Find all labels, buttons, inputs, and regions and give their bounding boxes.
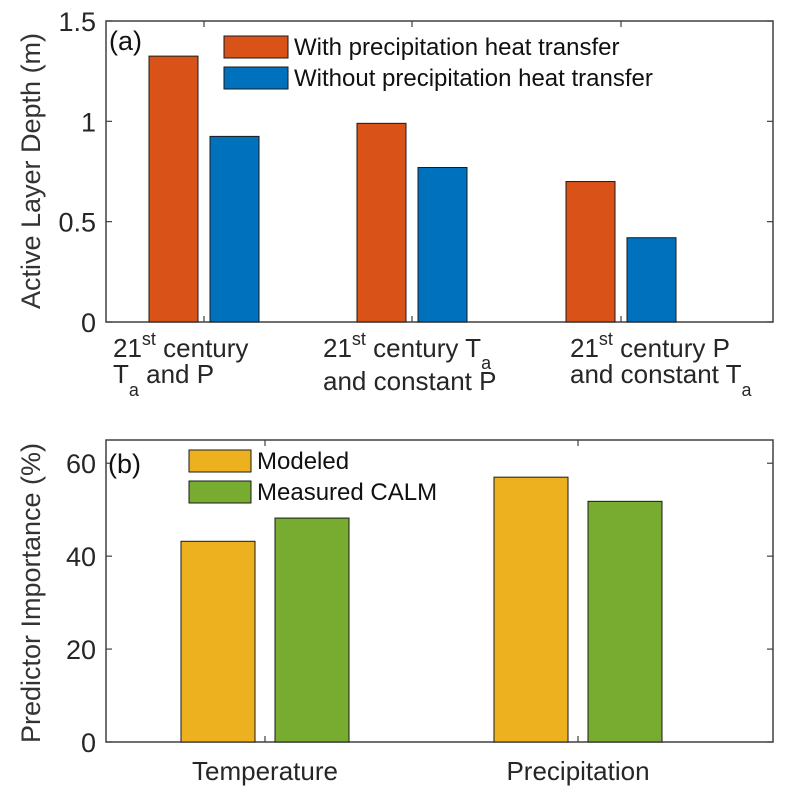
y-tick-label: 40 [66,542,96,572]
x-category-label: Temperature [192,756,338,786]
legend-swatch [223,35,289,59]
x-categories-b: Temperature Precipitation [192,756,650,786]
axes-box-b [105,439,774,743]
x-category-label-line2: Ta and P [113,359,214,400]
y-tick-label: 0 [81,728,96,758]
y-ticks-b: 0 20 40 60 [66,440,773,758]
bar-without-precipitation-heat-transfer-1 [417,166,468,323]
bar-without-precipitation-heat-transfer-0 [209,135,260,323]
legend-swatch [188,480,252,504]
legend-label: Without precipitation heat transfer [294,65,653,92]
bars-b [180,476,663,743]
y-tick-label: 1.5 [58,7,96,37]
legend-label: Modeled [257,448,349,475]
bar-modeled-1 [493,476,569,743]
y-tick-label: 20 [66,635,96,665]
bar-measured-calm-1 [587,500,663,743]
x-category-label-line2: and constant Ta [570,359,753,400]
bar-measured-calm-0 [274,517,350,743]
y-tick-label: 0 [81,308,96,338]
bar-modeled-0 [180,540,256,743]
legend-swatch [223,66,289,90]
bar-without-precipitation-heat-transfer-2 [626,237,677,323]
x-category-label-line1: 21st century P [570,329,730,363]
legend-label: With precipitation heat transfer [294,34,620,61]
y-tick-label: 1 [81,107,96,137]
legend-swatch [188,449,252,473]
y-tick-label: 60 [66,449,96,479]
bar-with-precipitation-heat-transfer-0 [148,55,199,323]
bar-with-precipitation-heat-transfer-2 [565,181,616,323]
y-tick-label: 0.5 [58,208,96,238]
x-category-label-line1: 21st century [113,329,248,363]
legend-a: With precipitation heat transfer Without … [223,34,653,92]
legend-b: Modeled Measured CALM [188,448,437,506]
bar-with-precipitation-heat-transfer-1 [356,122,407,323]
x-category-label: Precipitation [506,756,649,786]
panel-tag-a: (a) [109,26,142,56]
x-category-label-line1: 21st century Ta [323,329,492,373]
legend-label: Measured CALM [257,479,437,506]
bars-a [148,55,677,323]
panel-tag-b: (b) [108,449,141,479]
y-ticks-a: 0 0.5 1 1.5 [58,7,773,338]
y-axis-label-b: Predictor Importance (%) [16,443,46,743]
y-axis-label-a: Active Layer Depth (m) [16,33,46,309]
panel-b: 0 20 40 60 Temperature Precipitation Predict… [16,439,774,786]
x-category-label-line2: and constant P [323,366,496,396]
